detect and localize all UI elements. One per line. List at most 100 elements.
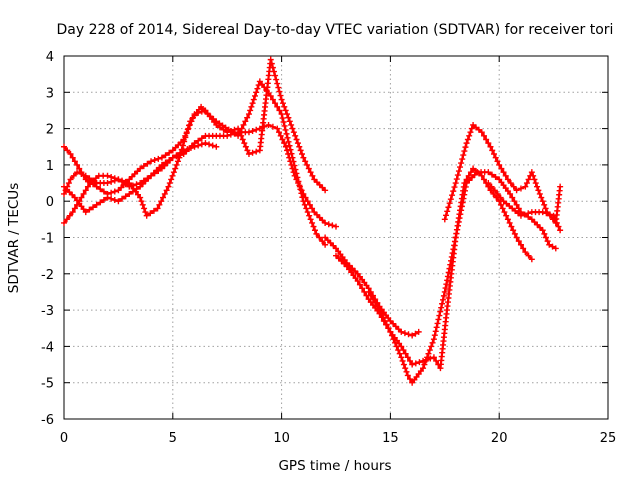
data-point: [453, 231, 459, 237]
data-point: [138, 198, 144, 204]
data-point: [213, 144, 219, 150]
data-point: [430, 340, 436, 346]
y-tick-label: -5: [41, 377, 54, 392]
data-point: [298, 147, 304, 153]
y-tick-label: 0: [46, 195, 54, 210]
x-tick-label: 20: [491, 431, 508, 446]
data-point: [402, 330, 408, 336]
data-point: [283, 107, 289, 113]
series-track-e: [322, 235, 422, 339]
data-point: [141, 205, 147, 211]
data-point: [296, 144, 302, 150]
data-point: [439, 301, 445, 307]
series-line: [325, 238, 419, 336]
data-point: [250, 128, 256, 134]
data-point: [280, 100, 286, 106]
data-point: [460, 152, 466, 158]
series-track-c: [61, 78, 328, 247]
data-point: [108, 174, 114, 180]
data-point: [271, 69, 277, 75]
data-point: [299, 151, 305, 157]
data-point: [284, 111, 290, 117]
grid: [64, 56, 608, 419]
data-point: [459, 156, 465, 162]
data-point: [170, 173, 176, 179]
data-point: [400, 358, 406, 364]
data-point: [326, 221, 332, 227]
data-point: [272, 73, 278, 79]
data-point: [451, 242, 457, 248]
data-point: [465, 136, 471, 142]
x-axis-title: GPS time / hours: [278, 458, 391, 474]
data-point: [273, 77, 279, 83]
data-point: [285, 115, 291, 121]
data-point: [454, 176, 460, 182]
data-point: [443, 212, 449, 218]
data-point: [458, 160, 464, 166]
data-point: [453, 180, 459, 186]
data-point: [432, 332, 438, 338]
data-point: [291, 129, 297, 135]
data-point: [455, 223, 461, 229]
data-point: [105, 173, 111, 179]
data-point: [453, 235, 459, 241]
data-point: [254, 86, 260, 92]
data-point: [428, 343, 434, 349]
data-point: [294, 136, 300, 142]
data-point: [435, 316, 441, 322]
data-point: [295, 140, 301, 146]
data-point: [168, 176, 174, 182]
y-tick-label: -6: [41, 413, 54, 428]
data-point: [406, 331, 412, 337]
data-point: [434, 324, 440, 330]
data-point: [253, 89, 259, 95]
data-point: [283, 127, 289, 133]
data-point: [445, 204, 451, 210]
data-point: [250, 100, 256, 106]
data-point: [171, 169, 177, 175]
data-point: [112, 189, 118, 195]
y-axis-title: SDTVAR / TECUs: [6, 183, 22, 293]
data-point: [557, 184, 563, 190]
y-tick-label: -3: [41, 304, 54, 319]
data-point: [253, 127, 259, 133]
data-point: [456, 168, 462, 174]
data-point: [279, 97, 285, 103]
data-point: [281, 104, 287, 110]
data-point: [248, 104, 254, 110]
y-tick-label: 3: [46, 86, 54, 101]
data-point: [155, 156, 161, 162]
data-point: [413, 360, 419, 366]
x-tick-label: 15: [382, 431, 399, 446]
data-point: [275, 85, 281, 91]
y-tick-label: 1: [46, 159, 54, 174]
data-point: [105, 180, 111, 186]
data-point: [202, 140, 208, 146]
y-tick-label: -1: [41, 232, 54, 247]
data-point: [329, 222, 335, 228]
data-point: [435, 320, 441, 326]
data-point: [448, 196, 454, 202]
x-tick-label: 0: [60, 431, 68, 446]
data-point: [278, 93, 284, 99]
data-point: [268, 57, 274, 63]
data-point: [274, 81, 280, 87]
data-point: [451, 184, 457, 190]
data-point: [282, 123, 288, 129]
data-point: [540, 209, 546, 215]
data-point: [455, 172, 461, 178]
data-point: [464, 140, 470, 146]
data-point: [454, 227, 460, 233]
data-point: [140, 202, 146, 208]
data-point: [437, 309, 443, 315]
data-point: [404, 369, 410, 375]
data-point: [276, 89, 282, 95]
series-line: [64, 81, 325, 244]
data-point: [253, 149, 259, 155]
data-point: [452, 238, 458, 244]
data-point: [292, 133, 298, 139]
data-point: [280, 115, 286, 121]
data-point: [250, 150, 256, 156]
data-point: [402, 365, 408, 371]
x-tick-label: 10: [273, 431, 290, 446]
